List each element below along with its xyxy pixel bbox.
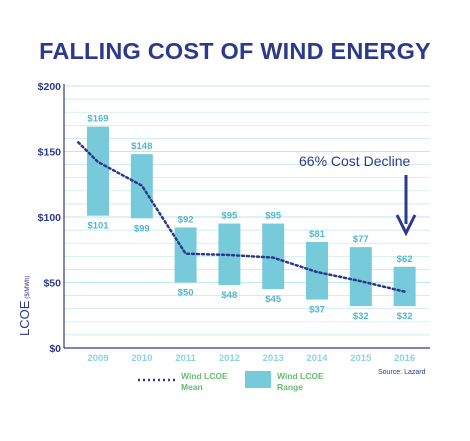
high-value-label: $148 [131,141,152,152]
range-bar [174,227,197,283]
high-value-label: $62 [397,254,413,265]
legend-range-swatch [245,371,271,388]
low-value-label: $45 [265,294,282,305]
y-tick-label: $200 [38,81,62,93]
high-value-label: $95 [221,211,238,222]
mean-line [77,141,406,293]
high-value-label: $95 [265,211,282,222]
low-value-label: $32 [353,311,369,322]
range-bar [87,126,109,216]
low-value-label: $99 [134,223,150,234]
x-tick-label: 2013 [263,353,284,364]
high-value-label: $92 [178,214,194,225]
high-value-label: $169 [87,114,108,125]
x-tick-label: 2015 [350,353,372,364]
legend-range-label-line1: Wind LCOE [277,371,324,381]
y-tick-label: $50 [43,278,61,290]
y-axis-label: LCOE($/MWh) [17,276,32,336]
legend-mean-label-line1: Wind LCOE [181,371,228,381]
x-tick-label: 2011 [175,353,196,364]
range-bar [349,247,372,307]
y-tick-label: $0 [49,343,61,355]
low-value-label: $37 [309,305,325,316]
range-bar [262,223,285,290]
low-value-label: $50 [178,288,194,299]
legend: Wind LCOE Mean Wind LCOE Range [138,371,324,392]
y-axis-unit: ($/MWh) [25,276,31,299]
x-tick-label: 2012 [219,353,240,364]
x-tick-label: 2014 [306,353,328,364]
range-bar [393,266,416,307]
x-tick-label: 2010 [131,353,152,364]
value-labels-layer: $169 $101 $148 $99 $92 $50 $95 $48 $95 $45 $81 $37 $… [87,114,412,322]
low-value-label: $101 [87,221,109,232]
grid-layer [64,85,430,336]
x-tick-label: 2016 [394,353,415,364]
source-note: Source: Lazard [378,369,426,376]
x-tick-label: 2009 [87,353,108,364]
low-value-label: $48 [221,290,237,301]
legend-mean-label-line2: Mean [181,382,203,392]
tick-labels-layer: $0 $50 $100 $150 $200 2009 2010 2011 2012 2013 201… [38,81,416,364]
low-value-label: $32 [397,311,413,322]
down-arrow-icon [395,175,417,237]
y-tick-label: $100 [38,212,62,224]
high-value-label: $77 [353,234,369,245]
legend-range-label-line2: Range [277,382,303,392]
annotation-text: 66% Cost Decline [299,153,410,169]
y-axis-label-text: LCOE [17,300,32,336]
axis-layer [63,84,430,349]
chart-title: FALLING COST OF WIND ENERGY [39,38,431,64]
mean-line-layer [77,141,406,293]
y-tick-label: $150 [38,147,62,159]
high-value-label: $81 [309,229,326,240]
